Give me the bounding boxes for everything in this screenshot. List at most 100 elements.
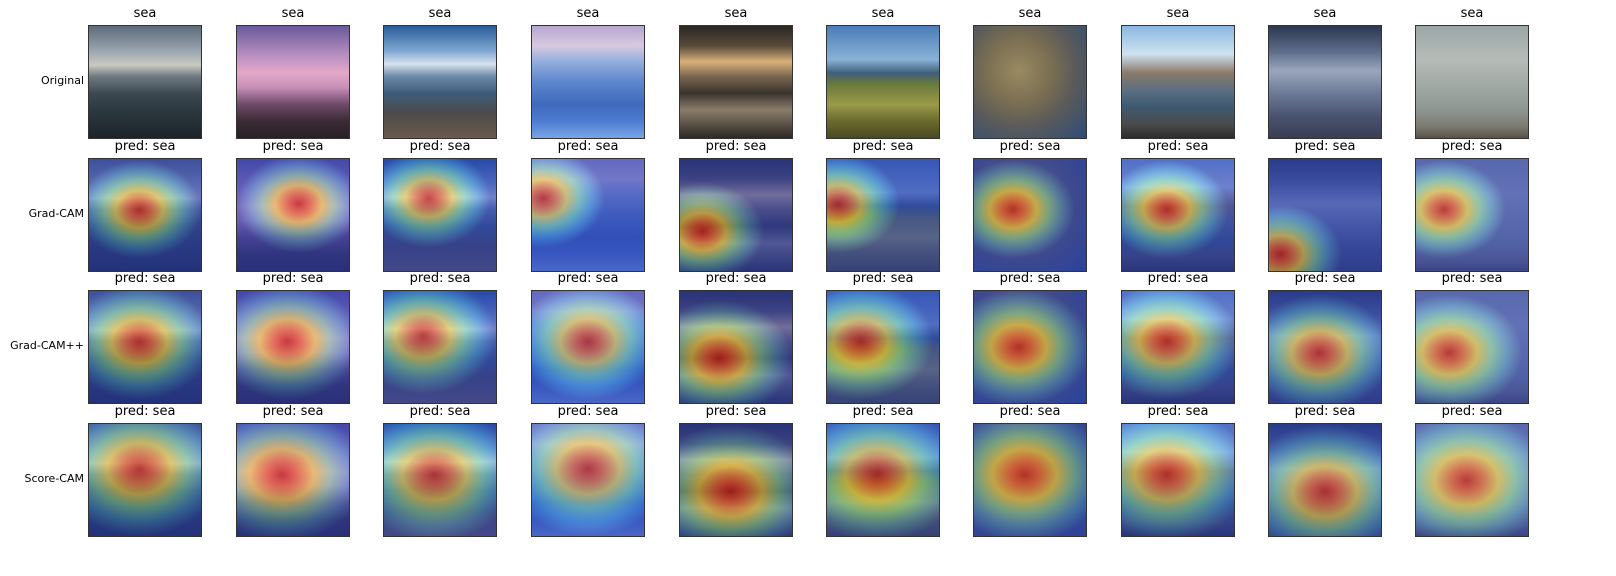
cam-overlay [532,424,644,536]
heatmap-image [1121,423,1235,537]
heatmap-image [88,423,202,537]
scene-photo [89,26,201,138]
cell-title: pred: sea [999,271,1061,286]
original-image [531,25,645,139]
cell-title: pred: sea [114,139,176,154]
scene-photo [974,26,1086,138]
heatmap-image [1415,290,1529,404]
cell-title: pred: sea [1294,271,1356,286]
cell-title: pred: sea [705,404,767,419]
cell-title: pred: sea [557,139,619,154]
row-label-original: Original [40,74,84,87]
cam-overlay [1122,291,1234,403]
heatmap-image [1121,290,1235,404]
original-image [1415,25,1529,139]
cam-overlay [827,291,939,403]
heatmap-image [1268,158,1382,272]
cam-overlay [1269,159,1381,271]
row-label-score-cam: Score-CAM [24,472,84,485]
cell-title: sea [133,6,157,21]
cam-overlay [237,424,349,536]
cell-title: pred: sea [409,139,471,154]
cell-title: pred: sea [1147,139,1209,154]
scene-photo [1269,26,1381,138]
row-label-grad-campp: Grad-CAM++ [10,339,84,352]
cam-overlay [384,291,496,403]
heatmap-image [973,423,1087,537]
cell-title: pred: sea [1147,271,1209,286]
heatmap-image [383,423,497,537]
heatmap-image [531,158,645,272]
heatmap-image [88,290,202,404]
cell-title: sea [871,6,895,21]
cell-title: pred: sea [1147,404,1209,419]
cam-overlay [532,159,644,271]
original-image [826,25,940,139]
row-label-grad-cam: Grad-CAM [28,207,84,220]
original-image [383,25,497,139]
cam-overlay [89,159,201,271]
cell-title: pred: sea [262,404,324,419]
scene-photo [680,26,792,138]
heatmap-image [531,423,645,537]
cam-overlay [1416,424,1528,536]
heatmap-image [826,423,940,537]
heatmap-image [826,158,940,272]
heatmap-image [1415,423,1529,537]
cam-overlay [532,291,644,403]
cell-title: pred: sea [409,404,471,419]
heatmap-image [1121,158,1235,272]
original-image [88,25,202,139]
cell-title: pred: sea [114,271,176,286]
cell-title: sea [724,6,748,21]
cam-overlay [1122,159,1234,271]
cam-overlay [1416,159,1528,271]
cell-title: sea [281,6,305,21]
cell-title: pred: sea [852,404,914,419]
scene-photo [237,26,349,138]
cell-title: sea [1313,6,1337,21]
heatmap-image [236,290,350,404]
cam-overlay [974,291,1086,403]
cell-title: pred: sea [557,271,619,286]
cell-title: pred: sea [1294,404,1356,419]
cam-overlay [974,424,1086,536]
cell-title: sea [1018,6,1042,21]
cam-overlay [1416,291,1528,403]
cell-title: sea [1166,6,1190,21]
cell-title: pred: sea [852,271,914,286]
heatmap-image [679,158,793,272]
cell-title: pred: sea [999,139,1061,154]
cam-overlay [1122,424,1234,536]
heatmap-image [236,423,350,537]
heatmap-image [826,290,940,404]
scene-photo [384,26,496,138]
cell-title: pred: sea [262,139,324,154]
cell-title: pred: sea [705,139,767,154]
heatmap-image [1415,158,1529,272]
original-image [1268,25,1382,139]
scene-photo [532,26,644,138]
original-image [679,25,793,139]
cell-title: sea [428,6,452,21]
cam-overlay [237,159,349,271]
cam-overlay [827,159,939,271]
cam-overlay [89,291,201,403]
cam-overlay [1269,291,1381,403]
cam-overlay [827,424,939,536]
cam-overlay [89,424,201,536]
original-image [1121,25,1235,139]
heatmap-image [973,290,1087,404]
cell-title: pred: sea [705,271,767,286]
cam-overlay [680,159,792,271]
cell-title: pred: sea [262,271,324,286]
cell-title: pred: sea [409,271,471,286]
cell-title: sea [576,6,600,21]
heatmap-image [1268,423,1382,537]
cell-title: pred: sea [1441,271,1503,286]
cell-title: pred: sea [1441,139,1503,154]
scene-photo [827,26,939,138]
cam-overlay [680,424,792,536]
heatmap-image [236,158,350,272]
